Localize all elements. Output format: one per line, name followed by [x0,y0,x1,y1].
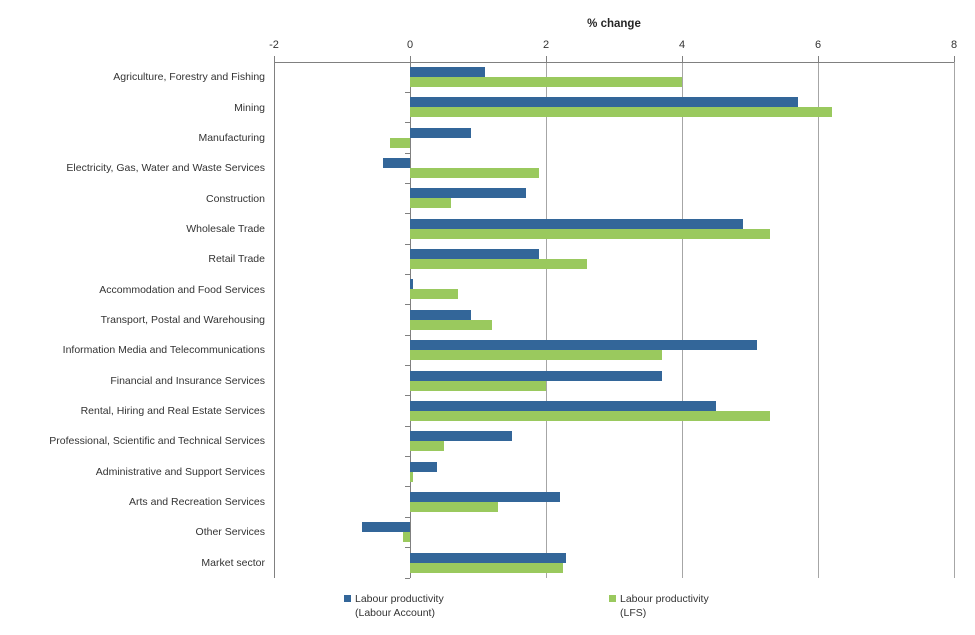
category-label: Agriculture, Forestry and Fishing [113,71,265,84]
category-label: Rental, Hiring and Real Estate Services [80,405,265,418]
bar-labour-account [410,400,716,411]
category-label: Administrative and Support Services [95,465,265,478]
axis-tick-label: 4 [678,39,686,51]
bar-lfs [410,501,499,512]
bar-labour-account [382,158,410,169]
axis-tick-label: -2 [269,39,279,51]
category-axis-tick [405,91,410,93]
axis-tick [273,56,275,62]
category-axis-tick [405,243,410,245]
axis-tick-label: 8 [950,39,958,51]
category-label: Other Services [195,526,265,539]
bar-lfs [410,259,587,270]
category-axis-tick [405,182,410,184]
gridline [273,62,275,578]
bar-lfs [410,198,451,209]
gridline [681,62,683,578]
bar-labour-account [410,370,662,381]
gridline [817,62,819,578]
legend-item-labour-account: Labour productivity (Labour Account) [344,592,444,620]
bar-labour-account [410,127,472,138]
category-axis-tick [405,213,410,215]
axis-tick [545,56,547,62]
axis-tick [953,56,955,62]
bar-labour-account [410,279,414,290]
category-label: Manufacturing [198,131,265,144]
category-axis-tick [405,547,410,549]
legend-swatch-labour-account [344,595,351,602]
bar-labour-account [410,97,798,108]
bar-lfs [410,562,563,573]
axis-title: % change [587,18,641,30]
category-axis-tick [405,486,410,488]
bar-labour-account [410,218,744,229]
category-label: Retail Trade [208,253,265,266]
bar-lfs [410,228,771,239]
axis-tick [409,56,411,62]
bar-lfs [410,77,682,87]
category-label: Market sector [201,556,265,569]
axis-tick-label: 0 [406,39,414,51]
gridline [953,62,955,578]
axis-tick-label: 2 [542,39,550,51]
bar-labour-account [410,461,438,472]
category-axis-tick [405,273,410,275]
axis-tick [817,56,819,62]
axis-tick-label: 6 [814,39,822,51]
bar-lfs [410,441,444,452]
gridline [545,62,547,578]
category-axis-tick [405,122,410,124]
bar-lfs [410,380,546,391]
category-label: Professional, Scientific and Technical S… [49,435,265,448]
category-axis-tick [405,152,410,154]
category-label: Financial and Insurance Services [110,374,265,387]
legend-label-labour-account: Labour productivity (Labour Account) [355,593,444,619]
bar-lfs [410,471,414,482]
bar-labour-account [410,340,757,351]
bar-lfs [410,410,771,421]
category-label: Mining [234,101,265,114]
category-axis-tick [405,516,410,518]
category-label: Arts and Recreation Services [129,496,265,509]
bar-labour-account [410,67,485,77]
bar-lfs [410,319,492,330]
bar-labour-account [410,431,512,442]
category-label: Information Media and Telecommunications [62,344,265,357]
category-label: Construction [206,192,265,205]
bar-lfs [410,289,458,300]
bar-labour-account [410,552,567,563]
bar-lfs [403,532,410,543]
bar-labour-account [410,249,540,260]
category-axis-tick [405,425,410,427]
bar-labour-account [362,522,410,533]
legend-label-lfs: Labour productivity (LFS) [620,593,709,619]
category-axis-tick [405,304,410,306]
category-axis-top [274,62,954,63]
legend-item-lfs: Labour productivity (LFS) [609,592,709,620]
bar-lfs [389,137,410,148]
category-axis-tick [405,334,410,336]
category-axis-tick [405,577,410,579]
category-axis-tick [405,365,410,367]
category-label: Electricity, Gas, Water and Waste Servic… [66,162,265,175]
category-axis-tick [405,395,410,397]
category-axis-tick [405,456,410,458]
legend-swatch-lfs [609,595,616,602]
bar-lfs [410,168,540,179]
bar-lfs [410,350,662,361]
category-label: Transport, Postal and Warehousing [100,314,265,326]
bar-labour-account [410,491,560,502]
category-label: Accommodation and Food Services [99,283,265,296]
category-label: Wholesale Trade [186,222,265,235]
bar-lfs [410,107,832,118]
bar-labour-account [410,309,472,320]
bar-labour-account [410,188,526,199]
axis-tick [681,56,683,62]
